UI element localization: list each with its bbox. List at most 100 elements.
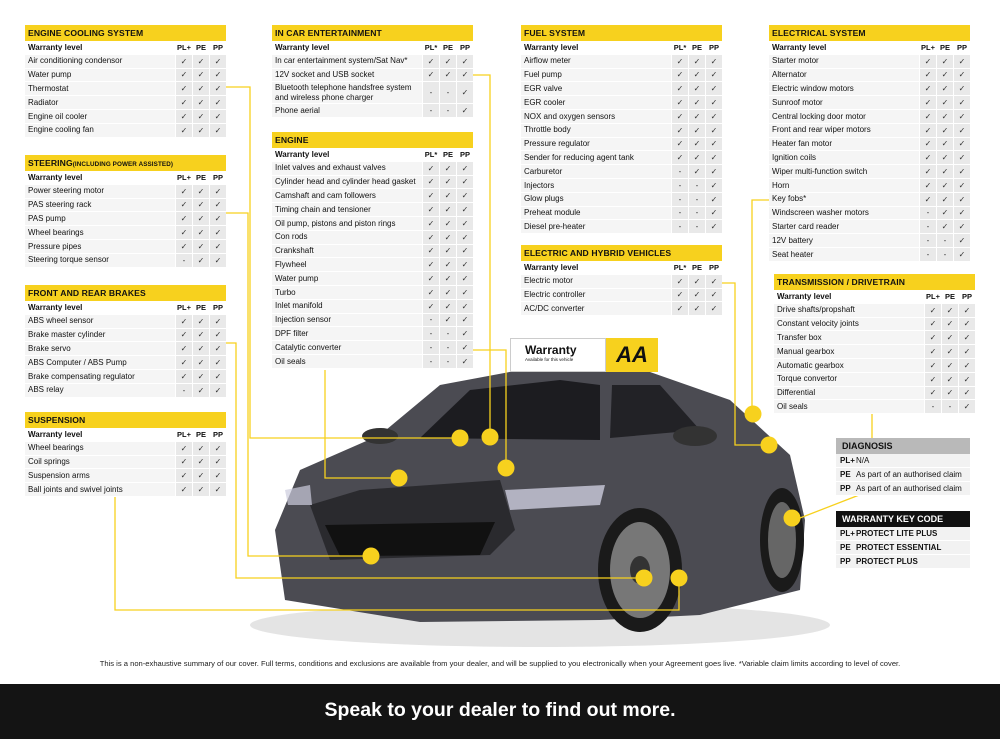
cover-pl: ✓: [919, 151, 936, 165]
column-header-pe: PE: [941, 290, 958, 303]
cover-pe: -: [688, 192, 705, 206]
component-name: Flywheel: [272, 258, 422, 272]
cover-pl: ✓: [175, 184, 192, 198]
cover-pe: ✓: [936, 96, 953, 109]
component-name: Wiper multi-function switch: [769, 165, 919, 178]
cover-pp: ✓: [456, 203, 473, 216]
aa-logo: AA: [606, 338, 658, 372]
cover-pl: -: [671, 220, 688, 234]
table-row: Alternator ✓ ✓ ✓: [769, 68, 970, 83]
table-row: Sunroof motor ✓ ✓ ✓: [769, 96, 970, 110]
cover-pp: ✓: [456, 54, 473, 68]
table-row: Diesel pre-heater - - ✓: [521, 220, 722, 235]
cover-pe: ✓: [192, 239, 209, 253]
component-name: Injection sensor: [272, 313, 422, 327]
component-name: Electric window motors: [769, 82, 919, 96]
cover-pl: ✓: [422, 299, 439, 313]
cover-pp: ✓: [705, 82, 722, 96]
cover-pe: -: [439, 354, 456, 368]
cover-pe: ✓: [192, 328, 209, 342]
table-row: Pressure regulator ✓ ✓ ✓: [521, 137, 722, 152]
column-header-pl: PL*: [422, 41, 439, 54]
table-row: Radiator ✓ ✓ ✓: [25, 96, 226, 110]
component-name: Throttle body: [521, 123, 671, 137]
cover-pe: ✓: [439, 216, 456, 230]
column-header-pe: PE: [688, 261, 705, 274]
cover-pl: -: [671, 165, 688, 178]
cover-pl: ✓: [671, 54, 688, 68]
column-header-label: Warranty level: [25, 171, 175, 184]
cover-pl: ✓: [671, 302, 688, 316]
cover-pl: ✓: [919, 123, 936, 137]
table-row: Horn ✓ ✓ ✓: [769, 178, 970, 193]
column-header-row: Warranty level PL+ PE PP: [25, 428, 226, 442]
cover-pl: ✓: [671, 123, 688, 137]
cover-pe: ✓: [688, 82, 705, 96]
cover-pe: ✓: [936, 192, 953, 206]
table-row: 12V socket and USB socket ✓ ✓ ✓: [272, 68, 473, 83]
cover-pe: ✓: [439, 258, 456, 272]
cover-pl: ✓: [422, 203, 439, 216]
cover-pp: ✓: [456, 216, 473, 230]
cover-pe: ✓: [192, 123, 209, 137]
table-row: Brake master cylinder ✓ ✓ ✓: [25, 328, 226, 343]
cover-pe: ✓: [192, 342, 209, 356]
cover-pp: ✓: [209, 441, 226, 455]
cover-pe: -: [688, 206, 705, 220]
component-name: AC/DC converter: [521, 302, 671, 316]
table-row: Water pump ✓ ✓ ✓: [272, 272, 473, 286]
cover-pe: ✓: [192, 226, 209, 239]
cover-pp: ✓: [456, 82, 473, 104]
component-name: Water pump: [272, 272, 422, 285]
warranty-sign: Warranty Available for this vehicle AA: [510, 338, 658, 372]
cover-pp: ✓: [209, 253, 226, 267]
table-title: SUSPENSION: [25, 412, 226, 428]
cover-pp: ✓: [953, 234, 970, 247]
component-name: Sunroof motor: [769, 96, 919, 109]
cover-pp: ✓: [456, 354, 473, 368]
table-row: Oil seals - - ✓: [774, 400, 975, 415]
component-name: Inlet manifold: [272, 299, 422, 313]
cover-pp: ✓: [705, 274, 722, 288]
cover-pp: ✓: [953, 137, 970, 151]
table-title: IN CAR ENTERTAINMENT: [272, 25, 473, 41]
cover-pp: ✓: [705, 178, 722, 192]
cover-pe: -: [688, 178, 705, 192]
table-row: In car entertainment system/Sat Nav* ✓ ✓ ✓: [272, 54, 473, 69]
cover-pl: -: [924, 400, 941, 414]
table-row: ABS relay - ✓ ✓: [25, 383, 226, 398]
table-row: Water pump ✓ ✓ ✓: [25, 68, 226, 83]
cover-pp: ✓: [209, 54, 226, 68]
column-header-label: Warranty level: [25, 41, 175, 54]
table-title: ENGINE: [272, 132, 473, 148]
cover-pe: ✓: [192, 184, 209, 198]
cover-pl: ✓: [671, 288, 688, 302]
plan-description: PROTECT PLUS: [856, 557, 918, 566]
cover-pp: ✓: [209, 184, 226, 198]
cover-pp: ✓: [958, 317, 975, 331]
cover-pe: ✓: [192, 68, 209, 82]
cover-pe: ✓: [439, 54, 456, 68]
table-title: FUEL SYSTEM: [521, 25, 722, 41]
column-header-row: Warranty level PL* PE PP: [272, 148, 473, 162]
table-row: ABS Computer / ABS Pump ✓ ✓ ✓: [25, 356, 226, 370]
warranty-key-code-box: WARRANTY KEY CODE PL+ PROTECT LITE PLUS PE…: [836, 511, 970, 569]
cover-pp: ✓: [209, 328, 226, 342]
table-steering: STEERING(INCLUDING POWER ASSISTED) Warran…: [25, 155, 226, 268]
cover-pp: ✓: [209, 469, 226, 483]
leader-line: [226, 86, 460, 439]
table-row: Flywheel ✓ ✓ ✓: [272, 258, 473, 273]
cover-pl: ✓: [422, 230, 439, 244]
cover-pp: ✓: [456, 68, 473, 82]
cover-pe: ✓: [941, 331, 958, 345]
cover-pl: -: [422, 313, 439, 327]
component-name: Oil seals: [272, 354, 422, 368]
cover-pl: ✓: [671, 96, 688, 109]
cover-pe: ✓: [941, 386, 958, 400]
column-header-pl: PL*: [671, 261, 688, 274]
table-row: Engine oil cooler ✓ ✓ ✓: [25, 109, 226, 124]
cover-pl: ✓: [175, 328, 192, 342]
cover-pp: ✓: [705, 220, 722, 234]
table-row: Wheel bearings ✓ ✓ ✓: [25, 441, 226, 456]
component-name: In car entertainment system/Sat Nav*: [272, 54, 422, 68]
